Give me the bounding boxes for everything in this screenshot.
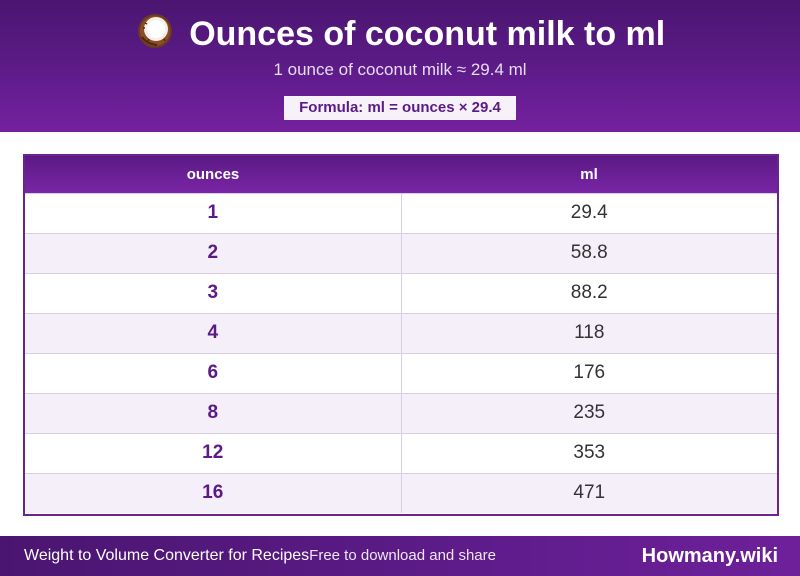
formula-badge: Formula: ml = ounces × 29.4 — [284, 96, 516, 120]
cell-ounces: 4 — [25, 314, 402, 353]
cell-ml: 29.4 — [570, 202, 608, 223]
cell-ml: 235 — [573, 402, 606, 423]
cell-ml: 88.2 — [570, 282, 608, 303]
footer-left: Weight to Volume Converter for RecipesFr… — [24, 536, 496, 576]
cell-ml: 58.8 — [570, 242, 608, 263]
page-subtitle: 1 ounce of coconut milk ≈ 29.4 ml — [273, 60, 527, 79]
cell-ml: 176 — [573, 362, 606, 383]
header-banner: Ounces of coconut milk to ml 1 ounce of … — [0, 0, 800, 132]
cell-ml: 471 — [573, 482, 606, 503]
conversion-table: ounces ml 1 29.4 2 58.8 3 88.2 4 118 6 1… — [23, 154, 779, 516]
cell-ml: 118 — [574, 322, 605, 343]
coconut-icon — [137, 14, 172, 48]
column-header-ml: ml — [580, 166, 598, 183]
table-row: 1 29.4 — [25, 193, 777, 233]
cell-ml: 353 — [573, 442, 606, 463]
table-row: 16 471 — [25, 473, 777, 513]
cell-ounces: 2 — [25, 234, 402, 273]
cell-ounces: 1 — [25, 194, 402, 233]
table-row: 8 235 — [25, 393, 777, 433]
table-row: 3 88.2 — [25, 273, 777, 313]
table-row: 12 353 — [25, 433, 777, 473]
table-row: 4 118 — [25, 313, 777, 353]
brand-link[interactable]: Howmany.wiki — [641, 545, 778, 567]
cell-ounces: 8 — [25, 394, 402, 433]
table-row: 6 176 — [25, 353, 777, 393]
footer-tagline: Free to download and share — [309, 547, 496, 564]
cell-ounces: 3 — [25, 274, 402, 313]
footer-title: Weight to Volume Converter for Recipes — [24, 547, 310, 564]
page-title: Ounces of coconut milk to ml — [189, 15, 666, 53]
footer-bar: Weight to Volume Converter for RecipesFr… — [0, 536, 800, 576]
column-header-ounces: ounces — [186, 166, 240, 183]
cell-ounces: 6 — [25, 354, 402, 393]
table-row: 2 58.8 — [25, 233, 777, 273]
cell-ounces: 12 — [25, 434, 402, 473]
table-header: ounces ml — [25, 156, 777, 193]
cell-ounces: 16 — [25, 474, 402, 513]
title-row: Ounces of coconut milk to ml — [0, 12, 800, 56]
formula-container: Formula: ml = ounces × 29.4 — [0, 96, 800, 120]
